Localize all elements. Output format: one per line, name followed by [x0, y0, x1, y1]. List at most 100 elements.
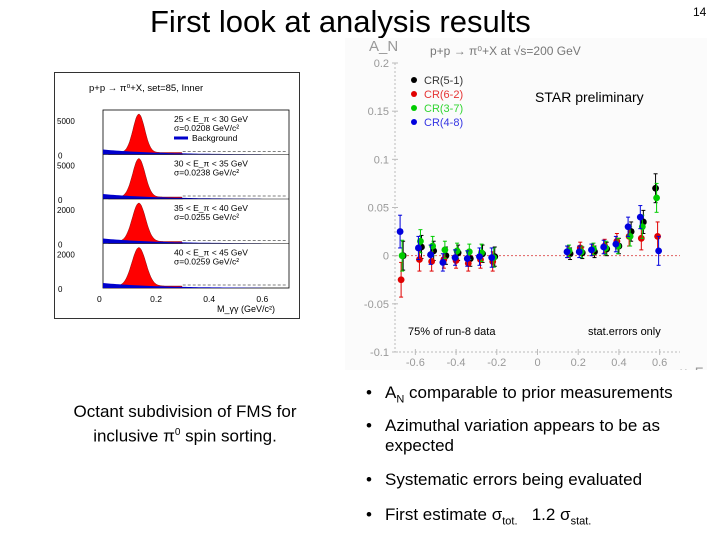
x-tick-label: 0.6: [652, 357, 667, 369]
y-tick-label: -0.05: [364, 299, 389, 311]
pi-superscript: 0: [174, 427, 181, 438]
y-tick-label: 0: [383, 251, 389, 263]
legend-marker: [411, 91, 417, 97]
histogram-frame: [54, 72, 300, 319]
chart-legend: CR(5-1) CR(6-2) CR(3-7) CR(4-8): [411, 75, 463, 129]
data-point: [653, 194, 660, 202]
x-tick-label: -0.6: [406, 357, 425, 369]
subpanel-y-tick: 5000: [57, 117, 75, 126]
bullet-4-sub: tot.: [502, 515, 518, 528]
subpanel-zero-tick: 0: [58, 152, 63, 161]
sigma-label: σ=0.0259 GeV/c²: [174, 257, 239, 267]
background-fill: [103, 194, 263, 199]
caption: Octant subdivision of FMS for inclusive …: [40, 401, 330, 447]
y-tick-label: -0.1: [370, 347, 389, 359]
data-point: [624, 223, 632, 231]
data-point: [655, 247, 663, 255]
caption-text-end: spin sorting.: [180, 426, 277, 446]
data-point: [396, 228, 404, 235]
energy-range-label: 25 < E_π < 30 GeV: [174, 114, 248, 124]
subpanel-y-tick: 2000: [57, 206, 75, 215]
chart-x-label: x_F: [680, 364, 703, 370]
x-tick-label: 0.4: [611, 357, 626, 369]
histogram-x-tick: 0.6: [256, 294, 268, 304]
data-point: [488, 254, 496, 261]
bullet-4-mid: 1.2 σ: [517, 505, 571, 524]
sigma-label: σ=0.0255 GeV/c²: [174, 212, 239, 222]
bullet-2-text: Azimuthal variation appears to be as exp…: [385, 416, 660, 455]
data-point: [600, 243, 608, 251]
bullet-1-sub: N: [396, 393, 405, 406]
data-point: [588, 246, 595, 254]
chart-axes: -0.1 -0.05 0 0.05 0.1 0.15 0.2 -0.6 -0.4 -0.2 0 0.2…: [364, 58, 680, 369]
y-tick-label: 0.15: [368, 106, 389, 118]
bullet-dot: •: [366, 383, 372, 402]
data-point: [427, 251, 435, 259]
x-tick-label: 0: [534, 357, 540, 369]
caption-line-2: inclusive π0 spin sorting.: [40, 422, 330, 447]
data-point: [439, 259, 447, 266]
page-title: First look at analysis results: [150, 4, 531, 39]
histogram-x-tick: 0.4: [203, 294, 215, 304]
subpanel-y-tick: 2000: [57, 251, 75, 260]
data-point: [451, 254, 459, 261]
data-point: [463, 255, 471, 262]
legend-label: CR(5-1): [424, 75, 463, 87]
x-tick-label: 0.2: [571, 357, 586, 369]
caption-line-1: Octant subdivision of FMS for: [73, 402, 297, 421]
data-point: [398, 252, 406, 260]
data-point: [441, 246, 449, 254]
legend-background-label: Background: [192, 133, 238, 143]
page-number: 14: [693, 5, 707, 19]
chart-y-label: A_N: [369, 38, 398, 55]
bullet-1-a: A: [385, 383, 397, 402]
energy-range-label: 30 < E_π < 35 GeV: [174, 159, 248, 169]
bullet-3-text: Systematic errors being evaluated: [385, 470, 643, 489]
bullet-dot: •: [366, 505, 372, 524]
background-fill: [103, 283, 263, 288]
legend-marker: [411, 119, 417, 125]
background-fill: [103, 238, 263, 244]
histogram-x-tick: 0.2: [150, 294, 162, 304]
sigma-label: σ=0.0208 GeV/c²: [174, 123, 239, 133]
x-tick-label: -0.2: [487, 357, 506, 369]
histogram-x-label: M_γγ (GeV/c²): [217, 304, 275, 314]
y-tick-label: 0.05: [368, 203, 389, 215]
pi-symbol: π: [163, 426, 175, 446]
histogram-x-ticks: 0 0.2 0.4 0.6: [97, 294, 269, 304]
bullet-dot: •: [366, 470, 372, 489]
subpanel-zero-tick: 0: [58, 285, 63, 294]
data-point: [428, 258, 436, 265]
data-point: [575, 248, 583, 256]
x-tick-label: -0.4: [447, 357, 466, 369]
data-point: [652, 184, 659, 192]
data-point: [636, 213, 644, 221]
data-fraction-label: 75% of run-8 data: [408, 326, 496, 338]
y-tick-label: 0.1: [374, 154, 389, 166]
data-point: [612, 240, 620, 248]
legend-label: CR(3-7): [424, 103, 463, 115]
mass-histogram-panel: p+p → π⁰+X, set=85, Inner 5000 25 < E_π <…: [54, 72, 300, 319]
data-point: [415, 244, 422, 252]
histogram-title: p+p → π⁰+X, set=85, Inner: [89, 83, 203, 94]
sigma-label: σ=0.0238 GeV/c²: [174, 168, 239, 178]
chart-title: p+p → π⁰+X at √s=200 GeV: [430, 44, 581, 58]
background-fill: [103, 149, 263, 155]
subpanel-y-tick: 5000: [57, 162, 75, 171]
legend-label: CR(4-8): [424, 117, 463, 129]
subpanel-zero-tick: 0: [58, 241, 63, 250]
histogram-x-tick: 0: [97, 294, 102, 304]
chart-points: [396, 173, 663, 298]
chart-background: [345, 38, 707, 370]
bullet-1-text: comparable to prior measurements: [404, 383, 673, 402]
an-scatter-chart: -0.1 -0.05 0 0.05 0.1 0.15 0.2 -0.6 -0.4 -0.2 0 0.2…: [345, 38, 707, 370]
subpanel-zero-tick: 0: [58, 196, 63, 205]
caption-text: inclusive: [93, 426, 164, 446]
star-preliminary-label: STAR preliminary: [535, 89, 644, 105]
legend-marker: [411, 105, 417, 111]
stat-errors-label: stat.errors only: [588, 326, 661, 338]
legend-marker: [411, 77, 417, 83]
data-point: [397, 276, 405, 284]
bullet-4-text: First estimate σ: [385, 505, 503, 524]
